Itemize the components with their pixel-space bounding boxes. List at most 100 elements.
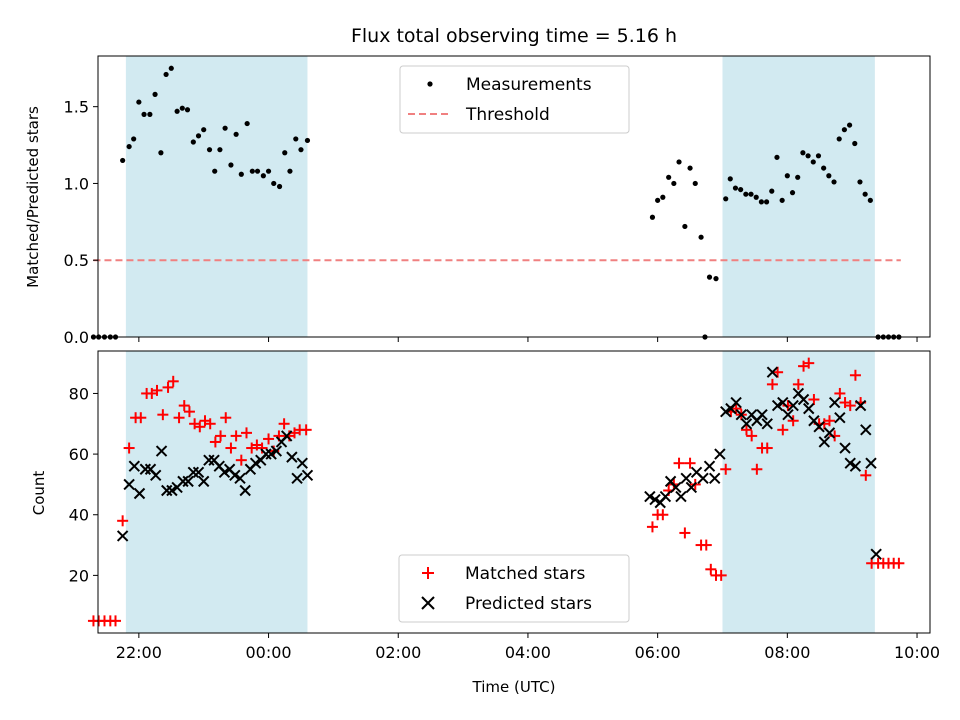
matched-point-75 [829, 430, 841, 442]
measurement-point-45 [676, 159, 682, 165]
predicted-point-54 [740, 418, 753, 430]
measurement-point-54 [727, 176, 733, 182]
matched-point-11 [151, 384, 163, 396]
predicted-point-25 [249, 457, 262, 469]
observing-window-1 [722, 351, 875, 633]
measurement-point-36 [287, 168, 293, 174]
measurement-point-67 [795, 174, 801, 180]
measurement-point-32 [265, 168, 272, 174]
legend-predicted-marker [421, 596, 435, 610]
matched-point-5 [117, 515, 129, 527]
matched-point-8 [135, 412, 147, 424]
predicted-point-77 [860, 424, 872, 436]
measurement-point-58 [748, 191, 754, 197]
measurement-point-27 [238, 171, 244, 177]
predicted-point-49 [714, 448, 726, 460]
measurement-points [90, 65, 902, 340]
legend-threshold-label: Threshold [465, 105, 550, 125]
matched-point-65 [777, 424, 789, 436]
predicted-point-41 [670, 481, 682, 494]
matched-point-22 [209, 436, 221, 448]
matched-point-35 [278, 418, 290, 430]
predicted-point-59 [766, 366, 779, 378]
predicted-point-43 [680, 472, 692, 485]
matched-point-6 [123, 442, 135, 454]
measurement-point-79 [857, 179, 863, 185]
predicted-point-23 [239, 484, 251, 497]
top-shaded-intervals [125, 56, 875, 337]
measurement-point-8 [136, 99, 142, 105]
predicted-point-74 [844, 457, 856, 469]
measurement-point-6 [126, 143, 132, 150]
measurement-point-57 [743, 191, 749, 197]
bottom-y-tick-label-2: 60 [69, 445, 89, 464]
measurement-point-60 [758, 199, 764, 205]
predicted-point-66 [803, 402, 815, 415]
top-y-tick-label-2: 1.0 [64, 174, 89, 193]
matched-point-32 [263, 433, 275, 445]
matched-point-4 [110, 615, 122, 627]
measurement-point-38 [298, 147, 304, 153]
predicted-point-46 [697, 472, 709, 485]
measurement-point-10 [147, 111, 153, 117]
matched-point-70 [803, 357, 815, 369]
measurement-point-40 [649, 214, 656, 220]
matched-point-15 [173, 412, 185, 424]
measurement-point-78 [852, 140, 858, 147]
measurement-point-43 [666, 174, 672, 180]
predicted-point-75 [849, 460, 862, 472]
matched-point-78 [844, 400, 856, 412]
matched-point-71 [808, 394, 820, 406]
matched-point-25 [225, 442, 237, 454]
measurement-point-66 [789, 190, 796, 196]
predicted-point-31 [281, 430, 293, 442]
bottom-legend: Matched stars Predicted stars [398, 554, 630, 623]
matched-point-66 [782, 400, 794, 412]
matched-point-17 [183, 406, 195, 418]
measurement-point-56 [738, 186, 744, 193]
measurement-point-17 [184, 107, 191, 113]
measurement-point-15 [174, 108, 180, 114]
bottom-y-tick-label-3: 80 [69, 384, 89, 403]
measurement-point-7 [131, 136, 137, 142]
top-panel: 0.0 0.5 1.0 1.5 Matched/Predicted stars Mea… [24, 55, 931, 347]
predicted-point-44 [685, 481, 698, 494]
measurement-point-48 [692, 180, 698, 187]
bottom-y-tick-label-0: 20 [69, 566, 89, 585]
measurement-point-12 [158, 150, 164, 156]
measurement-point-53 [723, 196, 729, 202]
top-y-tick-label-1: 0.5 [64, 251, 89, 270]
measurement-point-30 [254, 168, 261, 174]
observing-window-0 [125, 351, 308, 633]
matched-point-40 [646, 521, 658, 533]
measurement-point-76 [841, 127, 848, 133]
top-y-axis-label: Matched/Predicted stars [24, 106, 42, 288]
matched-point-50 [700, 539, 712, 551]
predicted-point-29 [270, 445, 283, 457]
matched-point-31 [256, 442, 268, 454]
predicted-point-21 [229, 469, 241, 482]
matched-point-16 [178, 400, 190, 412]
predicted-point-62 [782, 408, 794, 421]
predicted-point-52 [730, 396, 742, 409]
measurement-point-68 [800, 150, 806, 156]
predicted-point-16 [203, 454, 215, 466]
measurement-point-34 [276, 183, 283, 190]
top-legend-box [399, 65, 630, 134]
predicted-point-35 [301, 469, 314, 482]
matched-point-51 [705, 563, 717, 575]
predicted-point-48 [708, 472, 721, 485]
legend-matched-marker [422, 567, 434, 579]
matched-point-27 [235, 454, 247, 466]
matched-point-12 [157, 409, 169, 421]
predicted-point-61 [777, 396, 789, 409]
predicted-point-6 [150, 469, 162, 482]
bottom-axes-frame [97, 350, 931, 634]
predicted-point-53 [735, 408, 747, 421]
predicted-point-37 [649, 493, 661, 506]
predicted-point-12 [182, 475, 194, 488]
matched-point-24 [220, 412, 232, 424]
matched-point-53 [715, 569, 727, 581]
measurement-point-47 [687, 165, 693, 171]
measurement-point-74 [831, 179, 837, 185]
